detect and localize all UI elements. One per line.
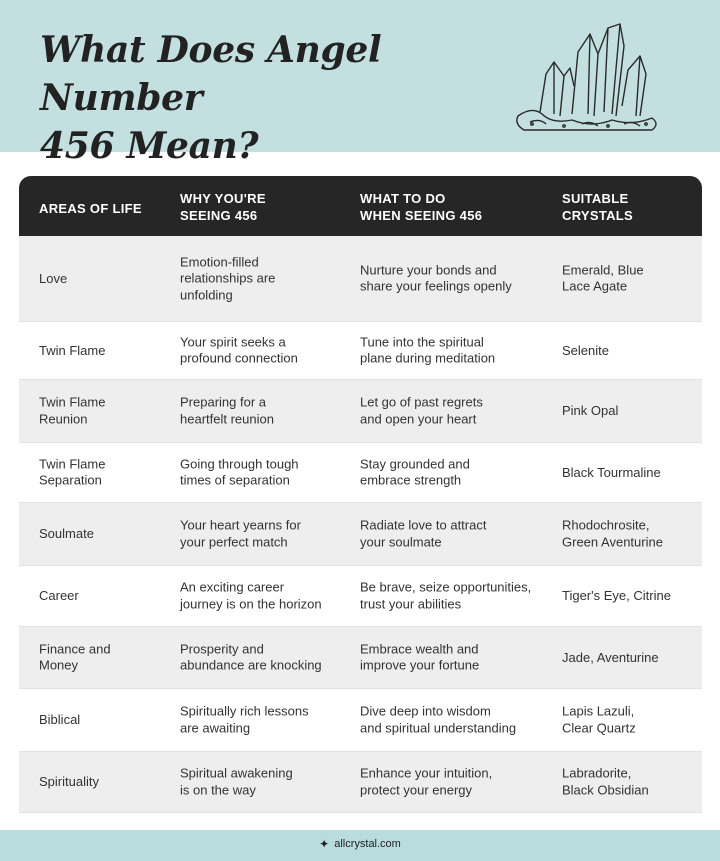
crystals-cell: Tiger's Eye, Citrine [562,587,671,603]
footer-credit: ✦ allcrystal.com [319,838,401,850]
table-header: AREAS OF LIFE WHY YOU'RE SEEING 456 WHAT… [19,176,702,236]
what-cell: Embrace wealth and improve your fortune [360,641,480,673]
what-cell: Tune into the spiritual plane during med… [360,334,496,366]
footer-bar: ✦ allcrystal.com [0,830,720,861]
crystals-cell: Selenite [562,342,609,358]
why-cell: Spiritual awakening is on the way [180,765,293,798]
table-row: Love Emotion-filled relationships are un… [19,236,702,322]
table-row: Twin Flame Reunion Preparing for a heart… [19,380,702,443]
what-cell: Be brave, seize opportunities, trust you… [360,579,532,612]
table-row: Twin Flame Separation Going through toug… [19,443,702,503]
header-banner: What Does Angel Number 456 Mean? [0,0,720,167]
area-cell: Twin Flame [39,342,106,358]
crystals-cell: Rhodochrosite, Green Aventurine [562,517,663,550]
column-header-why: WHY YOU'RE SEEING 456 [180,191,266,223]
why-cell: Your spirit seeks a profound connection [180,334,298,366]
sparkle-icon: ✦ [319,837,330,851]
table-row: Spirituality Spiritual awakening is on t… [19,752,702,813]
crystals-cell: Lapis Lazuli, Clear Quartz [562,703,636,736]
crystals-cell: Emerald, Blue Lace Agate [562,262,644,294]
area-cell: Love [39,270,68,286]
area-cell: Biblical [39,711,81,727]
why-cell: An exciting career journey is on the hor… [180,579,322,612]
why-cell: Spiritually rich lessons are awaiting [180,703,309,736]
why-cell: Emotion-filled relationships are unfoldi… [180,253,276,302]
column-header-areas: AREAS OF LIFE [39,201,142,216]
site-link[interactable]: allcrystal.com [334,838,401,850]
area-cell: Spirituality [39,773,99,789]
why-cell: Your heart yearns for your perfect match [180,517,301,550]
angel-number-table: AREAS OF LIFE WHY YOU'RE SEEING 456 WHAT… [19,176,702,813]
area-cell: Soulmate [39,525,94,541]
crystals-cell: Labradorite, Black Obsidian [562,765,649,798]
table-row: Biblical Spiritually rich lessons are aw… [19,689,702,752]
crystal-cluster-icon [516,23,657,131]
what-cell: Dive deep into wisdom and spiritual unde… [360,703,517,736]
why-cell: Preparing for a heartfelt reunion [180,394,274,427]
what-cell: Stay grounded and embrace strength [360,456,470,488]
page-title: What Does Angel Number 456 Mean? [40,26,510,170]
crystals-cell: Black Tourmaline [562,464,661,480]
table-row: Career An exciting career journey is on … [19,566,702,627]
title-line-2: 456 Mean? [40,125,259,167]
title-line-1: What Does Angel Number [40,29,382,119]
area-cell: Twin Flame Reunion [39,394,106,427]
what-cell: Enhance your intuition, protect your ene… [360,765,493,798]
what-cell: Radiate love to attract your soulmate [360,517,487,550]
crystals-cell: Pink Opal [562,402,619,418]
why-cell: Going through tough times of separation [180,456,299,488]
table-row: Soulmate Your heart yearns for your perf… [19,503,702,566]
area-cell: Finance and Money [39,641,111,673]
table-row: Finance and Money Prosperity and abundan… [19,627,702,689]
table-row: Twin Flame Your spirit seeks a profound … [19,322,702,380]
column-header-what: WHAT TO DO WHEN SEEING 456 [360,191,483,223]
what-cell: Nurture your bonds and share your feelin… [360,262,512,294]
crystals-cell: Jade, Aventurine [562,649,659,665]
area-cell: Career [39,587,79,603]
why-cell: Prosperity and abundance are knocking [180,641,322,673]
what-cell: Let go of past regrets and open your hea… [360,394,483,427]
area-cell: Twin Flame Separation [39,456,106,488]
column-header-crystals: SUITABLE CRYSTALS [562,191,634,223]
